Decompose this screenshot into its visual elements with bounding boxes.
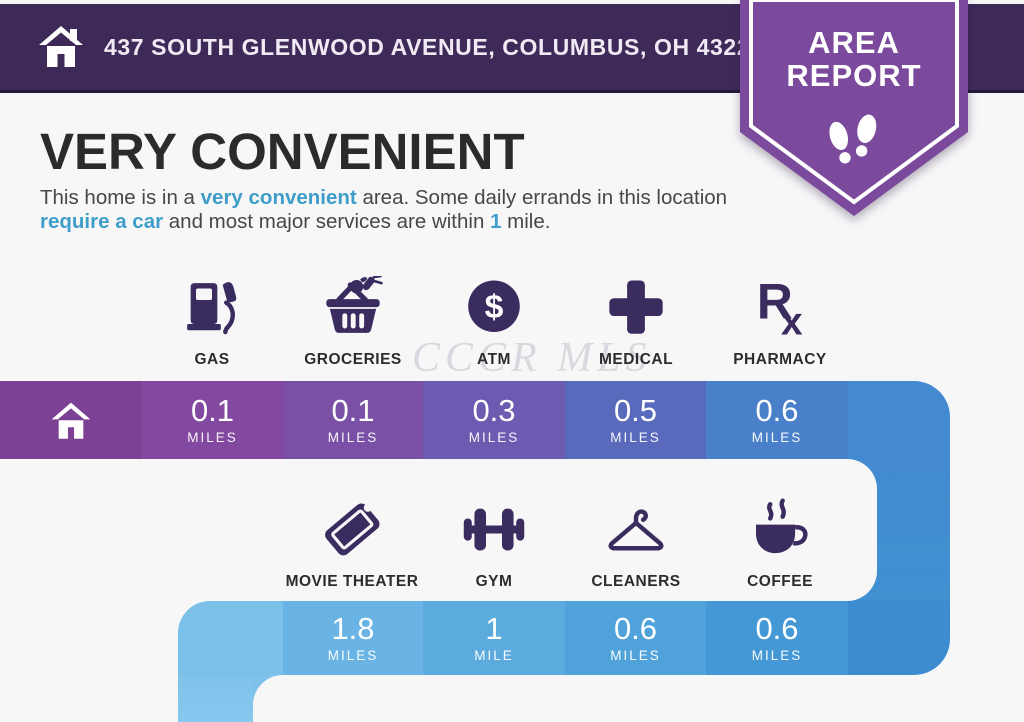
distance-value: 0.3	[472, 393, 516, 428]
home-icon	[36, 23, 86, 71]
bar1-home-cell	[0, 381, 142, 459]
service-label: COFFEE	[747, 573, 813, 590]
service-cleaners: CLEANERS	[556, 498, 716, 591]
service-label: GYM	[475, 573, 513, 590]
summary-segment: This home is in a	[40, 186, 201, 209]
path-inner-corner-1	[847, 459, 877, 489]
groceries-icon	[321, 274, 385, 344]
distance-unit: MILES	[327, 430, 379, 445]
page-title: VERY CONVENIENT	[40, 123, 525, 180]
distance-unit: MILE	[474, 648, 514, 663]
bar1-distance-medical: 0.5 MILES	[565, 381, 706, 459]
ribbon-line2: REPORT	[786, 58, 922, 93]
service-coffee: COFFEE	[700, 498, 860, 591]
path-connector-left	[178, 674, 253, 722]
service-medical: MEDICAL	[556, 276, 716, 369]
ribbon-shape	[740, 0, 968, 216]
path-inner-corner-3	[253, 675, 283, 705]
service-label: GAS	[194, 351, 230, 368]
gas-icon	[180, 282, 244, 344]
service-gym: GYM	[414, 498, 574, 591]
service-label: CLEANERS	[591, 573, 681, 590]
ribbon-line1: AREA	[808, 25, 900, 60]
service-movie-theater: MOVIE THEATER	[272, 498, 432, 591]
property-address: 437 SOUTH GLENWOOD AVENUE, COLUMBUS, OH …	[104, 33, 764, 60]
distance-value: 0.5	[613, 393, 658, 428]
distance-unit: MILES	[751, 430, 803, 445]
path-inner-corner-2	[847, 571, 877, 601]
bar1-connector	[848, 381, 950, 459]
service-label: PHARMACY	[733, 351, 827, 368]
gym-icon	[462, 508, 526, 566]
distance-unit: MILES	[610, 430, 661, 445]
summary-highlight: very convenient	[200, 186, 357, 209]
cleaners-icon	[604, 509, 668, 566]
distance-unit: MILES	[468, 430, 520, 445]
ribbon-title: AREA REPORT	[740, 26, 968, 92]
distance-bar-2: 1.8 MILES 1 MILE 0.6 MILES 0.6 MILES	[178, 601, 950, 675]
bar1-distance-atm: 0.3 MILES	[423, 381, 565, 459]
bar1-distance-gas: 0.1 MILES	[142, 381, 283, 459]
bar2-distance-gym: 1 MILE	[423, 601, 565, 675]
svg-text:R: R	[757, 276, 793, 330]
summary-text: This home is in a very convenient area. …	[40, 186, 732, 233]
distance-value: 1.8	[331, 611, 375, 646]
summary-segment: area. Some daily errands in this locatio…	[356, 186, 728, 209]
distance-unit: MILES	[751, 648, 803, 663]
coffee-icon	[748, 498, 812, 566]
distance-unit: MILES	[327, 648, 379, 663]
path-connector-right	[877, 459, 950, 602]
area-report-ribbon: AREA REPORT	[740, 0, 968, 222]
summary-highlight: require a car	[40, 209, 164, 233]
service-gas: GAS	[132, 276, 292, 369]
movie-theater-icon	[320, 503, 384, 566]
summary-segment: mile.	[501, 209, 551, 233]
service-label: ATM	[477, 351, 511, 368]
medical-icon	[604, 280, 668, 344]
atm-icon: $	[462, 280, 526, 344]
distance-value: 0.6	[755, 393, 799, 428]
summary-highlight: 1	[490, 209, 502, 233]
bar1-distance-pharmacy: 0.6 MILES	[706, 381, 848, 459]
bar2-distance-cleaners: 0.6 MILES	[565, 601, 706, 675]
distance-value: 1	[485, 611, 503, 646]
distance-value: 0.1	[331, 393, 375, 428]
service-label: GROCERIES	[304, 351, 402, 368]
service-groceries: GROCERIES	[273, 274, 433, 369]
distance-unit: MILES	[187, 430, 238, 445]
bar2-distance-movie-theater: 1.8 MILES	[283, 601, 423, 675]
service-atm: $ ATM	[414, 276, 574, 369]
summary-segment: and most major services are within	[163, 209, 491, 233]
distance-value: 0.6	[613, 611, 658, 646]
footprints-icon	[819, 104, 889, 176]
service-label: MEDICAL	[598, 351, 674, 368]
distance-unit: MILES	[610, 648, 661, 663]
distance-value: 0.1	[190, 393, 235, 428]
bar2-distance-coffee: 0.6 MILES	[706, 601, 848, 675]
bar2-connector	[848, 601, 950, 675]
bar1-distance-groceries: 0.1 MILES	[283, 381, 423, 459]
service-label: MOVIE THEATER	[285, 573, 419, 590]
bar2-stub	[178, 601, 283, 675]
svg-text:x: x	[781, 301, 803, 340]
distance-bar-1: 0.1 MILES 0.1 MILES 0.3 MILES 0.5 MILES 0.6 …	[0, 381, 950, 459]
svg-text:$: $	[485, 288, 504, 326]
distance-value: 0.6	[755, 611, 799, 646]
